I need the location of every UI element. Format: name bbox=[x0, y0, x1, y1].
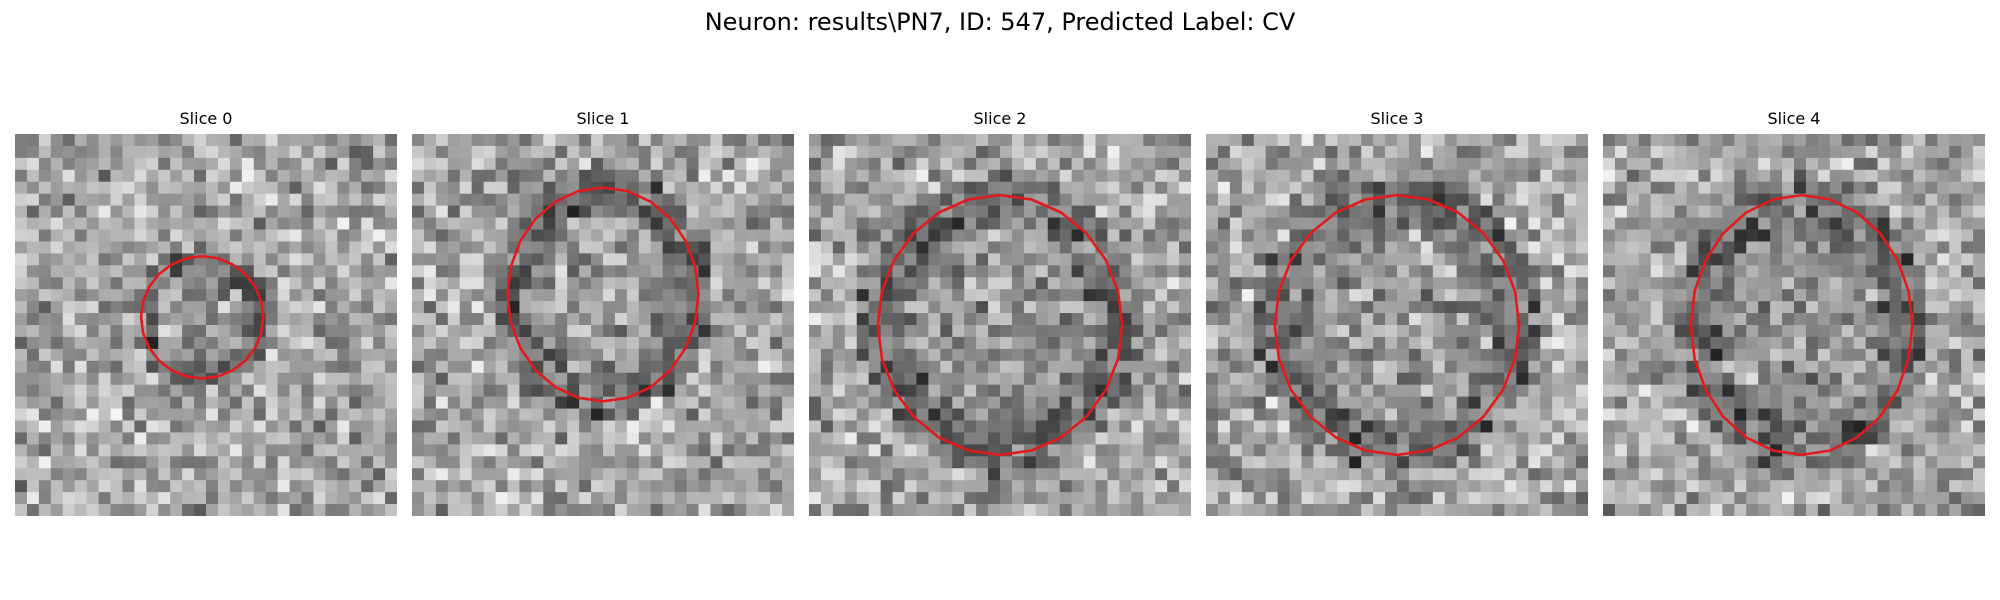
figure-title: Neuron: results\PN7, ID: 547, Predicted … bbox=[704, 8, 1296, 36]
segmentation-contour bbox=[1273, 193, 1521, 457]
slice-title-3: Slice 3 bbox=[1370, 109, 1424, 128]
slice-title-0: Slice 0 bbox=[179, 109, 233, 128]
segmentation-contour bbox=[876, 193, 1124, 457]
segmentation-contour bbox=[1689, 193, 1914, 457]
slice-title-2: Slice 2 bbox=[973, 109, 1027, 128]
pixel-grid bbox=[15, 134, 397, 516]
slice-image-1 bbox=[412, 134, 794, 516]
pixel-grid bbox=[809, 134, 1191, 516]
slice-image-3 bbox=[1206, 134, 1588, 516]
segmentation-contour bbox=[139, 254, 265, 380]
pixel-grid bbox=[1603, 134, 1985, 516]
pixel-grid bbox=[412, 134, 794, 516]
slice-title-4: Slice 4 bbox=[1767, 109, 1821, 128]
slice-title-1: Slice 1 bbox=[576, 109, 630, 128]
slice-image-4 bbox=[1603, 134, 1985, 516]
segmentation-contour bbox=[506, 186, 700, 403]
slice-image-0 bbox=[15, 134, 397, 516]
pixel-grid bbox=[1206, 134, 1588, 516]
slice-image-2 bbox=[809, 134, 1191, 516]
